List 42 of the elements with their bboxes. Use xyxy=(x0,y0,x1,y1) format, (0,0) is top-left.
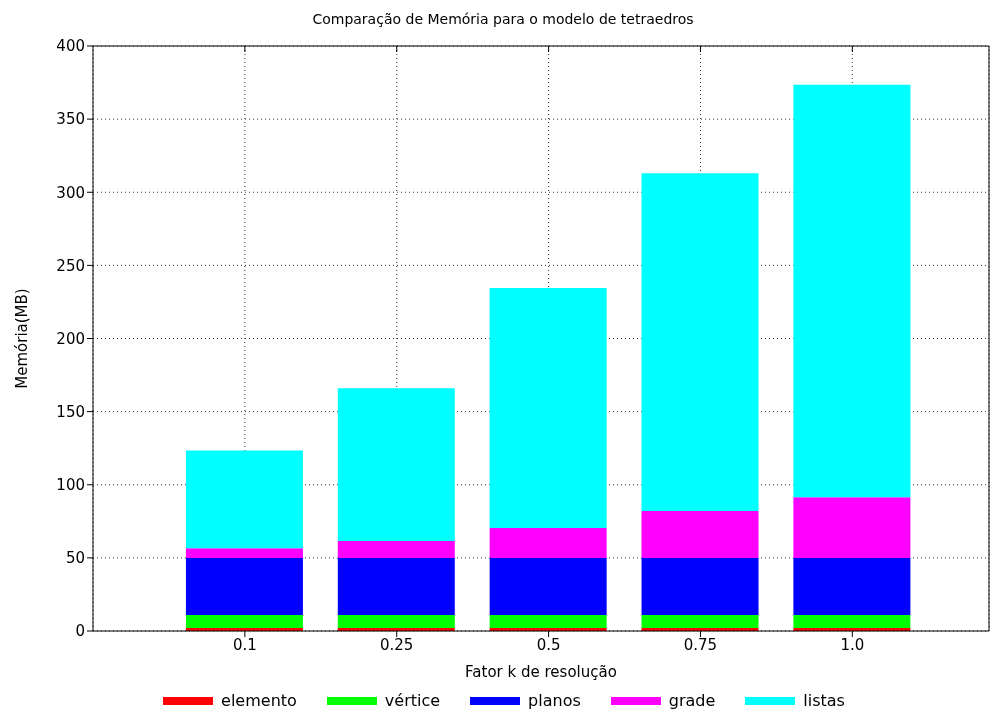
bar xyxy=(489,288,607,528)
bar xyxy=(793,497,911,558)
x-tick-label: 0.5 xyxy=(536,635,561,654)
bar xyxy=(337,541,455,558)
bar xyxy=(489,557,607,615)
y-axis-title: Memória(MB) xyxy=(13,288,32,389)
bar xyxy=(641,511,759,558)
legend-label: grade xyxy=(668,691,716,710)
bar xyxy=(489,614,607,629)
legend-label: planos xyxy=(528,691,581,710)
bar xyxy=(185,614,303,629)
x-tick-label: 0.75 xyxy=(683,635,718,654)
bar xyxy=(793,84,911,498)
legend-label: listas xyxy=(803,691,845,710)
y-tick-label: 350 xyxy=(56,110,85,129)
bar xyxy=(185,548,303,558)
y-tick-label: 400 xyxy=(56,37,85,56)
bar xyxy=(337,614,455,629)
y-tick-label: 300 xyxy=(56,183,85,202)
x-tick-label: 0.25 xyxy=(380,635,414,654)
x-tick-label: 0.1 xyxy=(232,635,257,654)
bar xyxy=(641,173,759,512)
bar xyxy=(489,527,607,558)
y-tick-label: 100 xyxy=(56,476,85,495)
bar xyxy=(793,557,911,615)
y-tick-label: 0 xyxy=(75,622,85,641)
y-tick-label: 50 xyxy=(65,549,85,568)
y-tick-label: 150 xyxy=(56,402,85,421)
y-tick-label: 200 xyxy=(56,329,85,348)
bar xyxy=(641,557,759,615)
bar xyxy=(793,614,911,629)
bar xyxy=(641,614,759,629)
x-axis-title: Fator k de resolução xyxy=(465,663,617,681)
bar xyxy=(185,557,303,615)
bar xyxy=(185,450,303,549)
bar xyxy=(337,557,455,615)
legend-label: elemento xyxy=(221,691,297,710)
bar xyxy=(337,388,455,542)
chart-title: Comparação de Memória para o modelo de tetraedros xyxy=(311,10,695,29)
legend-label: vértice xyxy=(384,691,441,710)
y-tick-label: 250 xyxy=(56,256,85,275)
x-tick-label: 1.0 xyxy=(840,635,865,654)
